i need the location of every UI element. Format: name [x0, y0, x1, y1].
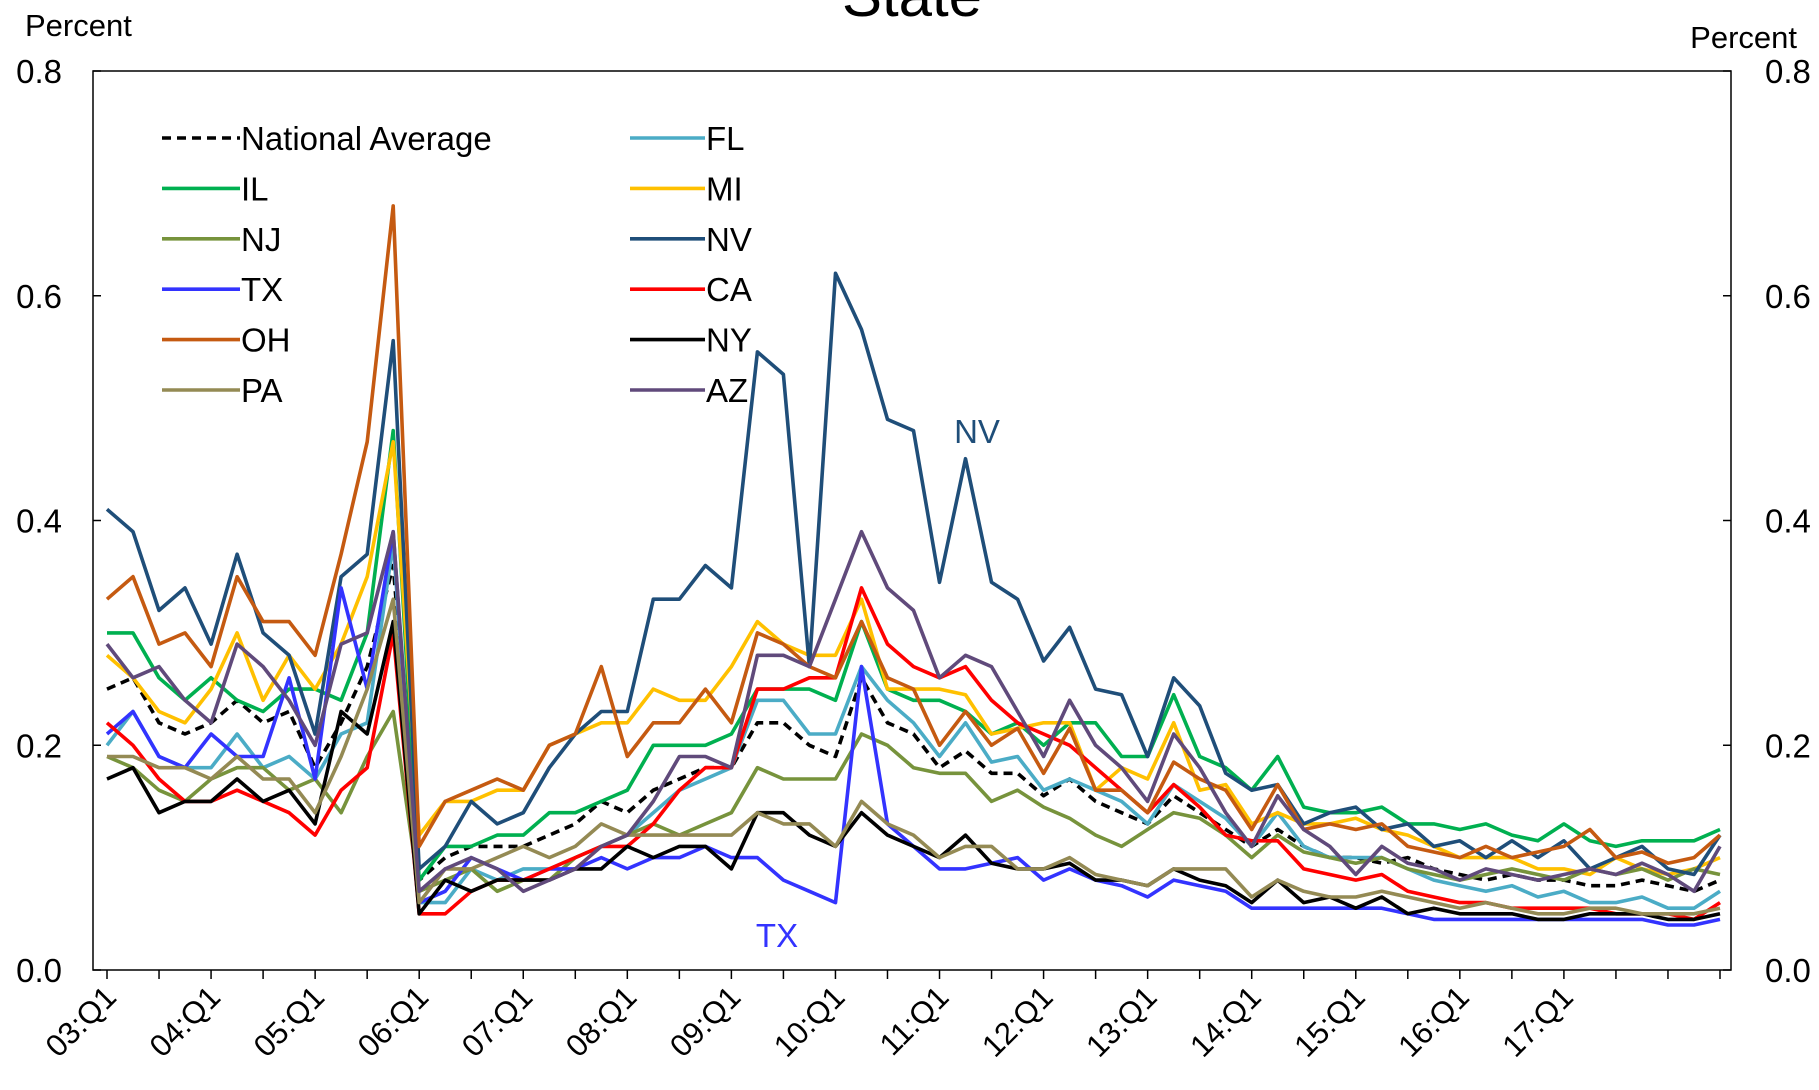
x-tick-label: 10:Q1 [767, 979, 851, 1063]
y2-tick-label: 0.6 [1765, 278, 1811, 315]
legend-label: OH [241, 322, 291, 359]
x-tick-label: 13:Q1 [1079, 979, 1163, 1063]
legend-label: CA [706, 271, 752, 308]
series-line [106, 563, 1721, 894]
x-tick-label: 11:Q1 [873, 979, 956, 1062]
legend-label: National Average [241, 120, 492, 157]
y-tick-label: 0.4 [16, 503, 62, 540]
y2-axis-label: Percent [1690, 20, 1797, 55]
series-line [105, 204, 1722, 866]
x-tick-label: 05:Q1 [247, 979, 331, 1063]
x-tick-label: 03:Q1 [39, 979, 123, 1063]
x-tick-label: 09:Q1 [663, 979, 747, 1063]
y2-tick-label: 0.2 [1765, 727, 1811, 764]
legend-label: NV [706, 221, 752, 258]
legend-label: FL [706, 120, 745, 157]
y2-tick-label: 0.8 [1765, 53, 1811, 90]
legend-label: NJ [241, 221, 281, 258]
x-tick-label: 04:Q1 [143, 979, 227, 1063]
x-tick-label: 17:Q1 [1495, 979, 1579, 1063]
series-line [105, 271, 1722, 877]
legend-label: PA [241, 372, 283, 409]
annotation: TX [756, 917, 798, 954]
x-tick-label: 12:Q1 [975, 979, 1059, 1063]
y-axis-label: Percent [25, 8, 132, 43]
series-line [105, 586, 1721, 922]
y-tick-label: 0.0 [16, 952, 62, 989]
series-line [106, 619, 1721, 922]
series-line [105, 529, 1722, 894]
x-tick-label: 14:Q1 [1183, 979, 1267, 1063]
legend-label: NY [706, 322, 752, 359]
y2-tick-label: 0.4 [1765, 503, 1811, 540]
legend-label: MI [706, 170, 743, 207]
series-line [107, 597, 1721, 916]
series-line [105, 529, 1721, 927]
y-tick-label: 0.8 [16, 53, 62, 90]
x-tick-label: 15:Q1 [1287, 979, 1371, 1063]
x-tick-label: 06:Q1 [351, 979, 435, 1063]
legend-label: IL [241, 170, 269, 207]
x-tick-label: 07:Q1 [455, 979, 539, 1063]
x-tick-label: 16:Q1 [1391, 979, 1475, 1063]
legend-label: AZ [706, 372, 748, 409]
annotation: NV [954, 413, 1000, 450]
legend-label: TX [241, 271, 283, 308]
y-tick-label: 0.6 [16, 278, 62, 315]
y-tick-label: 0.2 [16, 727, 62, 764]
x-tick-label: 08:Q1 [559, 979, 643, 1063]
series-line [105, 439, 1721, 877]
chart-title: State [842, 0, 982, 29]
series-line [107, 428, 1721, 882]
y2-tick-label: 0.0 [1765, 952, 1811, 989]
